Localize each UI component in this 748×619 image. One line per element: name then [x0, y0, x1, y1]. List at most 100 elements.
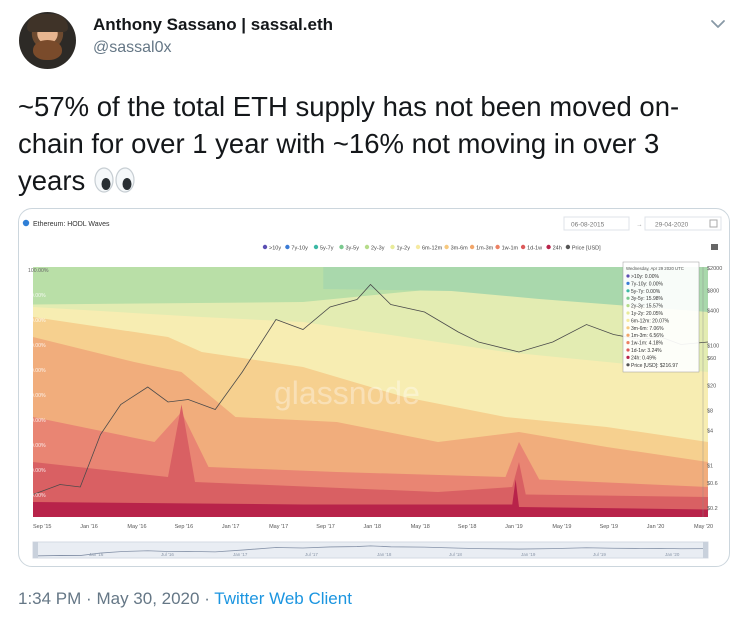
legend-marker: [495, 244, 500, 250]
chart-title: Ethereum: HODL Waves: [33, 221, 110, 228]
left-axis-tick: 10.00%: [28, 493, 46, 499]
tooltip-marker: [626, 363, 630, 367]
left-axis-tick: 20.00%: [28, 468, 46, 474]
x-axis-tick: Sep '19: [600, 524, 618, 530]
navigator-tick: Jan '19: [521, 552, 536, 557]
tooltip-row: Price [USD]: $216.97: [631, 363, 678, 369]
tooltip-marker: [626, 281, 630, 285]
x-axis-tick: Sep '16: [175, 524, 193, 530]
left-axis: 100.00% 90.00% 80.00% 70.00% 60.00% 50.00% 40.…: [28, 268, 49, 499]
x-axis-tick: Jan '16: [80, 524, 98, 530]
date-from: 06-08-2015: [571, 222, 605, 229]
chart-legend: >10y 7y-10y 5y-7y 3y-5y 2y-3y 1y-2y 6m-12m 3m-6…: [262, 244, 601, 252]
legend-marker: [469, 244, 475, 250]
legend-marker: [313, 244, 319, 250]
tooltip-marker: [626, 326, 630, 330]
tweet-time[interactable]: 1:34 PM: [18, 589, 82, 608]
right-axis-tick: $0.2: [707, 506, 718, 512]
tooltip-row: 5y-7y: 0.00%: [631, 289, 661, 295]
hodl-bands: [33, 267, 708, 517]
author-name[interactable]: Anthony Sassano | sassal.eth: [93, 15, 334, 34]
chart-tooltip: Wednesday, Apr 29 2020 UTC >10y: 0.00%7y-…: [622, 261, 704, 517]
right-axis-tick: $400: [707, 309, 719, 315]
legend-marker: [565, 244, 571, 250]
legend-marker: [285, 244, 290, 250]
tooltip-row: 6m-12m: 20.07%: [631, 318, 670, 324]
navigator-tick: Jul '17: [305, 552, 318, 557]
x-axis-tick: Sep '15: [33, 524, 51, 530]
right-axis-tick: $0.6: [707, 481, 718, 487]
navigator-tick: Jan '18: [377, 552, 392, 557]
tooltip-marker: [626, 348, 630, 352]
x-axis: Sep '15 Jan '16 May '16 Sep '16 Jan '17 May '…: [33, 524, 713, 530]
legend-marker: [520, 244, 526, 250]
right-axis-tick: $1: [707, 464, 713, 470]
date-to: 29-04-2020: [655, 222, 689, 229]
left-axis-tick: 70.00%: [28, 343, 46, 349]
x-axis-tick: Sep '17: [316, 524, 334, 530]
right-axis: $2000 $800 $400 $100 $60 $20 $8 $4 $1 $0.6 $0.2: [707, 266, 722, 512]
camera-icon: [711, 244, 718, 250]
legend-label: 3m-6m: [451, 246, 469, 252]
x-axis-tick: Sep '18: [458, 524, 476, 530]
x-axis-tick: May '17: [269, 524, 288, 530]
tooltip-marker: [626, 318, 630, 322]
tooltip-marker: [626, 355, 630, 359]
date-to-input: [644, 216, 722, 231]
legend-label: 1w-1m: [502, 246, 519, 252]
legend-marker: [339, 244, 344, 250]
x-axis-tick: Jan '18: [364, 524, 382, 530]
legend-marker: [444, 244, 449, 250]
legend-label: 1y-2y: [397, 246, 411, 252]
chart-card[interactable]: Ethereum: HODL Waves 06-08-2015 → 29-04-…: [18, 208, 730, 567]
hodl-band: [33, 404, 708, 517]
tooltip-marker: [626, 289, 630, 293]
navigator-handle-left: [33, 542, 38, 558]
tooltip-row: 3y-5y: 15.98%: [631, 296, 664, 302]
tooltip-row: 1m-3m: 6.56%: [631, 333, 664, 339]
tweet-text: ~57% of the total ETH supply has not bee…: [18, 91, 680, 196]
legend-label: 3y-5y: [346, 246, 360, 252]
avatar-beard: [33, 40, 62, 60]
tweet-date[interactable]: May 30, 2020: [96, 589, 200, 608]
left-axis-tick: 80.00%: [28, 318, 46, 324]
tooltip-box: [622, 261, 700, 373]
legend-label: 2y-3y: [371, 246, 385, 252]
right-axis-tick: $800: [707, 289, 719, 295]
tooltip-date: Wednesday, Apr 29 2020 UTC: [626, 266, 684, 271]
left-axis-tick: 100.00%: [28, 268, 49, 274]
legend-label: 24h: [553, 246, 562, 252]
x-axis-tick: May '18: [411, 524, 430, 530]
legend-marker: [415, 244, 421, 250]
left-axis-tick: 30.00%: [28, 443, 46, 449]
left-axis-tick: 60.00%: [28, 368, 46, 374]
eyes-emoji: [94, 167, 135, 193]
tooltip-marker: [626, 304, 630, 308]
x-axis-tick: May '19: [552, 524, 571, 530]
tooltip-marker: [626, 274, 630, 278]
date-from-input: [563, 216, 630, 231]
legend-label: 7y-10y: [291, 246, 308, 252]
tooltip-marker: [626, 333, 630, 337]
right-axis-tick: $20: [707, 384, 716, 390]
hodl-waves-chart: Ethereum: HODL Waves 06-08-2015 → 29-04-…: [22, 216, 722, 559]
x-axis-tick: Jan '19: [505, 524, 523, 530]
legend-label: 5y-7y: [320, 246, 334, 252]
right-axis-tick: $4: [707, 429, 713, 435]
tooltip-row: 1w-1m: 4.18%: [631, 341, 664, 347]
right-axis-tick: $2000: [707, 266, 722, 272]
legend-label: 1d-1w: [527, 246, 542, 252]
navigator-handle-right: [703, 542, 708, 558]
author-handle[interactable]: @sassal0x: [93, 39, 172, 56]
avatar[interactable]: [19, 12, 76, 69]
calendar-icon: [709, 219, 718, 228]
chevron-down-icon[interactable]: [708, 14, 728, 34]
watermark: glassnode: [274, 375, 420, 411]
navigator[interactable]: [32, 541, 709, 559]
right-axis-tick: $60: [707, 356, 716, 362]
tweet-client-link[interactable]: Twitter Web Client: [214, 589, 352, 608]
legend-label: 6m-12m: [422, 246, 443, 252]
avatar-cap: [27, 14, 68, 32]
navigator-axis: Jan '16 Jul '16 Jan '17 Jul '17 Jan '18 Jul '…: [89, 552, 680, 557]
x-axis-tick: Jan '20: [647, 524, 665, 530]
